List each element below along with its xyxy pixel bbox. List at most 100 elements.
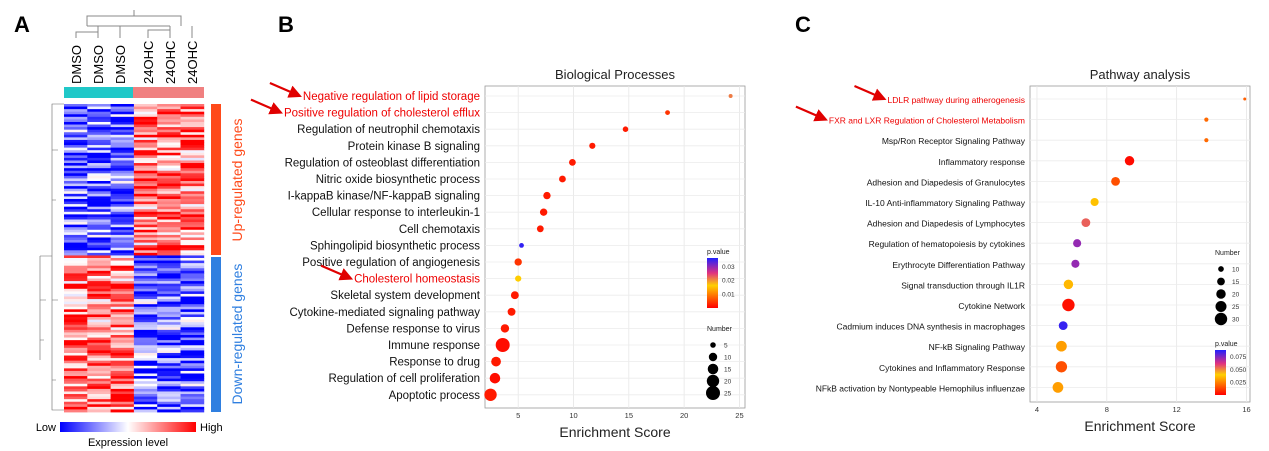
heatmap-cell [133, 155, 158, 159]
heatmap-cell [64, 116, 88, 120]
heatmap-cell [87, 242, 111, 246]
heatmap-cell [157, 214, 181, 218]
heatmap-cell [133, 273, 158, 277]
heatmap-cell [110, 376, 135, 380]
heatmap-cell [157, 157, 181, 161]
heatmap-cell [110, 152, 135, 156]
heatmap-cell [110, 219, 135, 223]
heatmap-cell [157, 283, 181, 287]
heatmap-cell [180, 394, 205, 397]
heatmap-cell [87, 281, 111, 285]
heatmap-cell [87, 335, 111, 338]
heatmap-cell [133, 358, 158, 362]
heatmap-cell [64, 311, 88, 315]
heatmap-cell [157, 165, 181, 169]
heatmap-cell [133, 150, 158, 154]
x-tick-label: 12 [1172, 405, 1180, 414]
heatmap-cell [133, 360, 158, 364]
heatmap-cell [87, 347, 111, 351]
number-legend-label: 20 [724, 379, 732, 386]
heatmap-cell [110, 309, 135, 313]
heatmap-cell [133, 242, 158, 246]
heatmap-cell [180, 147, 205, 151]
heatmap-cell [110, 301, 135, 305]
heatmap-cell [64, 314, 88, 318]
heatmap-cell [157, 406, 181, 410]
heatmap-cell [110, 258, 135, 261]
heatmap-cell [110, 134, 135, 138]
heatmap-cell [180, 327, 205, 331]
heatmap-cell [110, 209, 135, 213]
heatmap-cell [157, 196, 181, 200]
heatmap-cell [180, 219, 205, 223]
heatmap-cell [110, 214, 135, 218]
heatmap-cell [157, 216, 181, 220]
heatmap-cell [157, 373, 181, 377]
number-legend-label: 25 [1232, 304, 1240, 311]
heatmap-cell [133, 347, 158, 351]
heatmap-cell [180, 286, 205, 290]
heatmap-cell [87, 104, 111, 107]
heatmap-cell [180, 293, 205, 297]
heatmap-cell [87, 163, 111, 166]
heatmap-cell [87, 391, 111, 395]
heatmap-cell [64, 168, 88, 172]
heatmap-cell [133, 229, 158, 233]
heatmap-cell [110, 332, 135, 336]
heatmap-cell [157, 381, 181, 385]
heatmap-cell [157, 306, 181, 310]
heatmap-cell [133, 278, 158, 282]
heatmap-cell [157, 337, 181, 341]
heatmap-cell [133, 293, 158, 297]
heatmap-cell [64, 399, 88, 403]
heatmap-cell [133, 186, 158, 190]
heatmap-cell [133, 168, 158, 172]
heatmap-cell [180, 255, 205, 259]
heatmap-cell [180, 388, 205, 392]
heatmap-cell [110, 155, 135, 159]
heatmap-cell [157, 347, 181, 351]
heatmap-cell [133, 352, 158, 356]
heatmap-cell [157, 327, 181, 331]
heatmap-cell [64, 137, 88, 141]
heatmap-cell [64, 404, 88, 408]
heatmap-cell [133, 370, 158, 374]
heatmap-cell [110, 347, 135, 351]
heatmap-cell [87, 306, 111, 310]
heatmap-cell [87, 201, 111, 205]
heatmap-cell [133, 104, 158, 107]
heatmap-cell [64, 252, 88, 256]
heatmap-cell [110, 245, 135, 249]
heatmap-cell [110, 335, 135, 338]
heatmap-cell [180, 373, 205, 377]
heatmap-cell [110, 111, 135, 115]
heatmap-cell [87, 193, 111, 197]
data-point [1052, 382, 1064, 393]
heatmap-cell [64, 304, 88, 308]
heatmap-cell [110, 137, 135, 141]
heatmap-cell [87, 255, 111, 259]
heatmap-cell [157, 160, 181, 164]
heatmap-cell [64, 160, 88, 164]
heatmap-cell [64, 327, 88, 331]
heatmap-cell [157, 329, 181, 333]
heatmap-cell [157, 219, 181, 223]
heatmap-cell [180, 252, 205, 256]
heatmap-cell [133, 301, 158, 305]
heatmap-cell [87, 324, 111, 328]
heatmap-cell [110, 283, 135, 287]
heatmap-cell [110, 296, 135, 300]
heatmap-cell [180, 121, 205, 125]
heatmap-cell [64, 368, 88, 372]
heatmap-cell [110, 170, 135, 174]
heatmap-cell [87, 247, 111, 251]
heatmap-cell [110, 352, 135, 356]
heatmap-cell [64, 191, 88, 195]
heatmap-cell [64, 227, 88, 231]
heatmap-cell [133, 206, 158, 210]
heatmap-cell [87, 309, 111, 313]
heatmap-cell [110, 322, 135, 326]
column-dendrogram [75, 10, 193, 38]
heatmap-cell [64, 209, 88, 213]
heatmap-cell [133, 191, 158, 195]
